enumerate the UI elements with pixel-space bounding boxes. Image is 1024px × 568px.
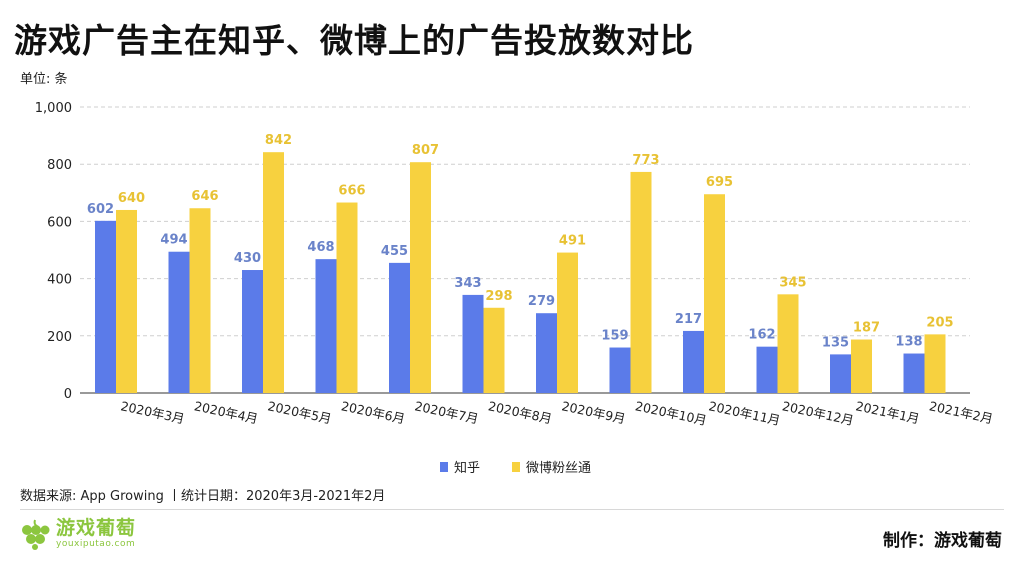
data-label: 298 bbox=[485, 289, 512, 304]
legend-label: 微博粉丝通 bbox=[526, 461, 591, 476]
data-label: 217 bbox=[675, 312, 702, 327]
y-tick-label: 0 bbox=[64, 387, 72, 402]
data-label: 455 bbox=[381, 244, 408, 259]
logo-name: 游戏葡萄 bbox=[56, 517, 137, 539]
legend-label: 知乎 bbox=[454, 460, 480, 476]
y-tick-label: 400 bbox=[47, 273, 72, 288]
bar-zhihu bbox=[536, 313, 557, 393]
x-tick-label: 2020年5月 bbox=[266, 398, 332, 426]
data-label: 602 bbox=[87, 202, 114, 217]
x-tick-label: 2020年12月 bbox=[781, 398, 855, 428]
bar-weibo bbox=[777, 294, 799, 393]
data-label: 159 bbox=[601, 329, 628, 344]
data-label: 494 bbox=[160, 233, 187, 248]
x-tick-label: 2020年11月 bbox=[707, 398, 781, 428]
logo-url: youxiputao.com bbox=[56, 539, 136, 549]
x-tick-label: 2020年3月 bbox=[119, 398, 185, 426]
bar-chart: 0 200 400 600 800 1,000 602 640 2020年3月 494 646 202… bbox=[35, 101, 995, 476]
legend-swatch bbox=[440, 462, 448, 472]
x-tick-label: 2020年10月 bbox=[634, 398, 708, 428]
bar-weibo bbox=[410, 162, 431, 393]
brand-logo: 游戏葡萄 youxiputao.com bbox=[20, 518, 136, 550]
bar-zhihu bbox=[462, 294, 484, 393]
data-label: 343 bbox=[454, 276, 481, 291]
grape-icon bbox=[22, 519, 50, 550]
y-tick-label: 800 bbox=[47, 158, 72, 173]
bar-zhihu bbox=[830, 354, 851, 393]
data-label: 646 bbox=[191, 189, 218, 204]
data-label: 842 bbox=[265, 133, 292, 148]
data-label: 345 bbox=[779, 275, 806, 290]
data-label: 773 bbox=[632, 153, 659, 168]
bar-weibo bbox=[630, 171, 652, 393]
bar-zhihu bbox=[168, 251, 190, 393]
data-source: 数据来源: App Growing 丨统计日期：2020年3月-2021年2月 bbox=[20, 489, 386, 504]
chart-title: 游戏广告主在知乎、微博上的广告投放数对比 bbox=[14, 21, 694, 60]
y-tick-label: 1,000 bbox=[35, 101, 72, 116]
data-label: 162 bbox=[748, 328, 775, 343]
data-label: 695 bbox=[706, 175, 733, 190]
x-tick-label: 2020年8月 bbox=[487, 398, 553, 426]
bar-zhihu bbox=[315, 259, 337, 393]
bar-zhihu bbox=[389, 262, 410, 393]
credit-text: 制作：游戏葡萄 bbox=[883, 531, 1002, 551]
data-label: 468 bbox=[307, 240, 334, 255]
bar-zhihu bbox=[756, 346, 778, 393]
x-tick-label: 2020年9月 bbox=[560, 398, 626, 426]
x-tick-label: 2021年2月 bbox=[928, 398, 994, 426]
bar-weibo bbox=[336, 202, 358, 393]
data-label: 279 bbox=[528, 294, 555, 309]
bar-weibo bbox=[851, 339, 872, 393]
data-label: 666 bbox=[338, 184, 365, 199]
legend-swatch bbox=[512, 462, 520, 472]
data-label: 640 bbox=[118, 191, 145, 206]
data-label: 491 bbox=[559, 234, 586, 249]
bar-weibo bbox=[483, 307, 505, 393]
bar-zhihu bbox=[242, 270, 263, 393]
bar-zhihu bbox=[903, 353, 925, 393]
x-tick-label: 2020年6月 bbox=[340, 398, 406, 426]
y-tick-label: 600 bbox=[47, 215, 72, 230]
x-tick-label: 2020年7月 bbox=[413, 398, 479, 426]
data-label: 430 bbox=[234, 251, 261, 266]
bar-weibo bbox=[557, 252, 578, 393]
y-tick-label: 200 bbox=[47, 330, 72, 345]
bar-weibo bbox=[924, 334, 946, 393]
bar-zhihu bbox=[683, 330, 704, 393]
bar-weibo bbox=[704, 194, 725, 393]
unit-label: 单位: 条 bbox=[20, 72, 68, 87]
x-tick-label: 2021年1月 bbox=[854, 398, 920, 426]
bar-weibo bbox=[116, 209, 137, 393]
data-label: 807 bbox=[412, 143, 439, 158]
bar-weibo bbox=[189, 208, 211, 393]
data-label: 187 bbox=[853, 321, 880, 336]
footer-divider bbox=[20, 509, 1004, 510]
data-label: 138 bbox=[895, 335, 922, 350]
x-tick-label: 2020年4月 bbox=[193, 398, 259, 426]
bar-zhihu bbox=[609, 347, 631, 393]
bar-zhihu bbox=[95, 220, 116, 393]
data-label: 135 bbox=[822, 335, 849, 350]
bar-weibo bbox=[263, 152, 284, 393]
data-label: 205 bbox=[926, 315, 953, 330]
